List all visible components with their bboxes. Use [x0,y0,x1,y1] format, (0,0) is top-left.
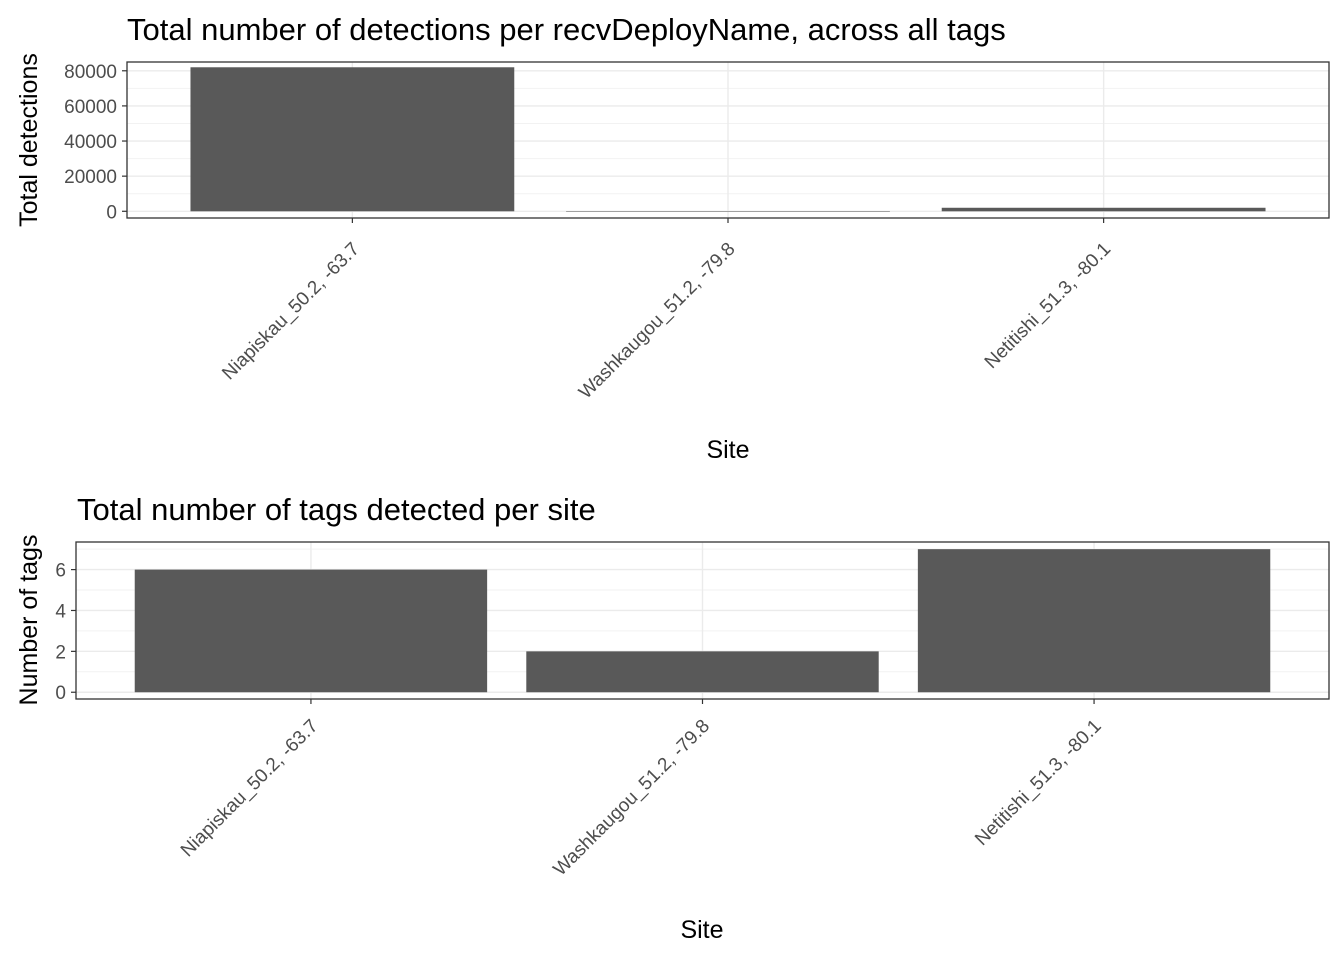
bar [134,569,488,693]
y-tick-label: 0 [106,202,117,223]
y-tick-label: 6 [55,561,66,582]
bar [566,211,890,212]
y-tick-label: 60000 [64,97,117,118]
bars [134,549,1271,693]
y-tick-label: 40000 [64,132,117,153]
y-tick-label: 4 [55,601,66,622]
bars [190,67,1266,212]
bar [526,651,879,693]
bar [190,67,515,212]
x-axis-title: Site [680,916,723,944]
chart-title: Total number of tags detected per site [77,492,596,527]
y-axis-title: Total detections [15,53,43,227]
y-axis-title: Number of tags [15,535,43,706]
y-tick-label: 80000 [64,62,117,83]
y-tick-label: 20000 [64,167,117,188]
y-axis: 0 20000 40000 60000 80000 [64,62,127,223]
chart-title: Total number of detections per recvDeplo… [127,12,1006,47]
y-tick-label: 0 [55,683,66,704]
bar [917,549,1271,693]
bar [941,207,1266,212]
y-axis: 0 2 4 6 [55,561,76,704]
x-axis-title: Site [706,436,749,464]
y-tick-label: 2 [55,642,66,663]
